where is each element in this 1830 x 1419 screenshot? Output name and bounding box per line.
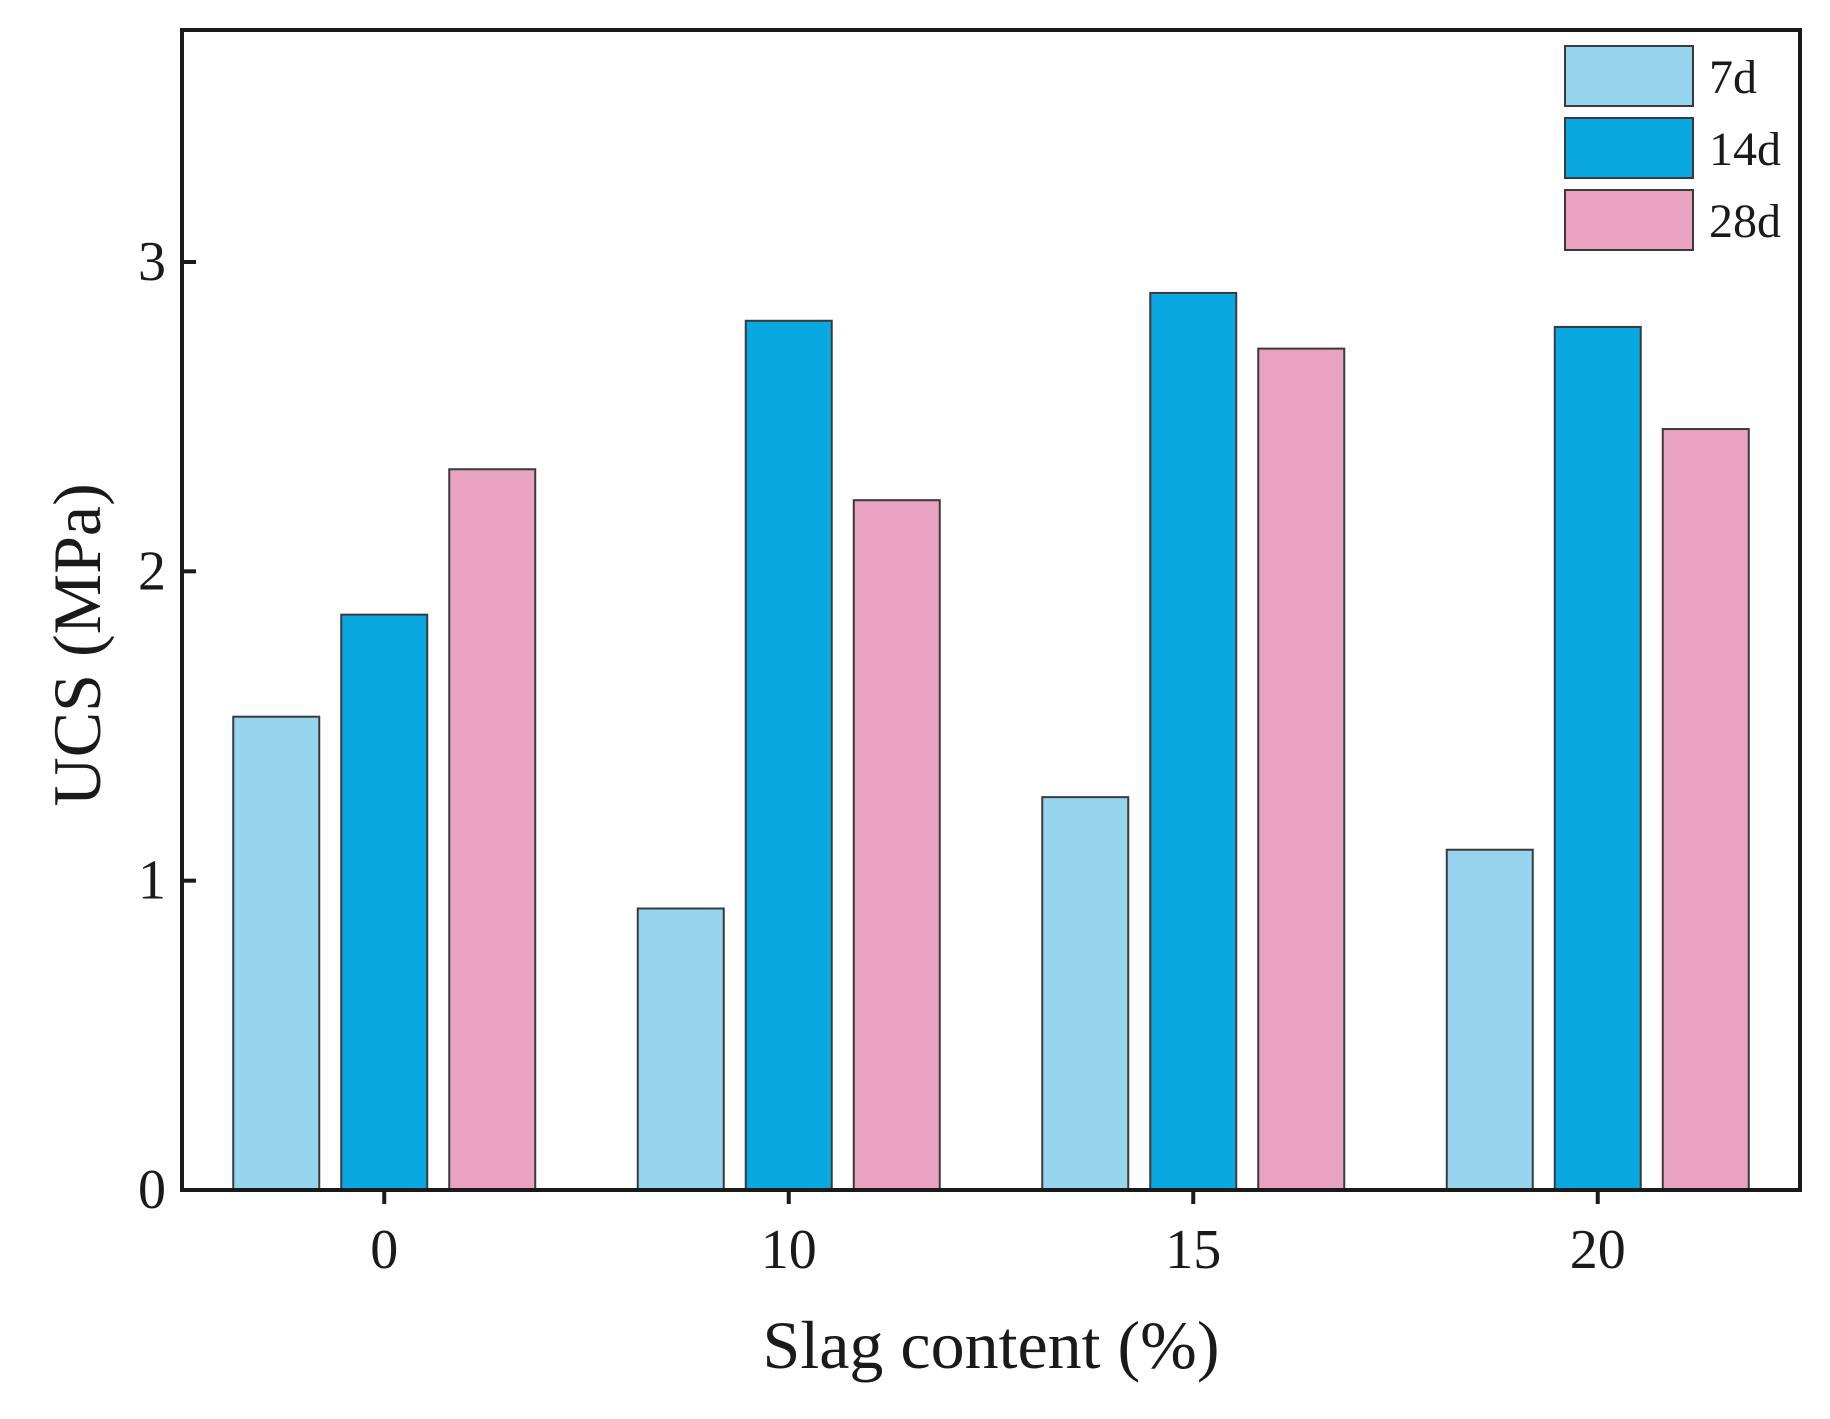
bar-14d-15 <box>1149 291 1238 1191</box>
bar-7d-15 <box>1041 796 1130 1191</box>
legend-label-7d: 7d <box>1709 51 1757 104</box>
x-tick-label: 20 <box>1570 1219 1626 1281</box>
legend-label-14d: 14d <box>1709 123 1781 176</box>
x-axis-title: Slag content (%) <box>763 1307 1220 1383</box>
y-axis-title: UCS (MPa) <box>39 483 115 806</box>
bar-28d-10 <box>852 499 941 1192</box>
plot-frame <box>180 28 1802 1192</box>
bars-layer <box>232 291 1750 1192</box>
x-tick-label: 10 <box>761 1219 817 1281</box>
legend-swatch-14d <box>1564 117 1694 179</box>
bar-7d-0 <box>232 715 321 1191</box>
y-tick-label: 0 <box>138 1159 166 1221</box>
bar-7d-20 <box>1445 848 1534 1191</box>
x-tick-label: 0 <box>370 1219 398 1281</box>
legend-swatch-7d <box>1564 45 1694 107</box>
x-axis-ticks: 0 10 15 20 <box>370 1190 1626 1281</box>
x-tick-label: 15 <box>1165 1219 1221 1281</box>
bar-14d-0 <box>340 613 429 1191</box>
y-axis-ticks: 0 1 2 3 <box>138 231 196 1221</box>
bar-7d-10 <box>636 907 725 1191</box>
y-tick-label: 1 <box>138 850 166 912</box>
y-tick-label: 2 <box>138 540 166 602</box>
bar-14d-10 <box>744 319 833 1192</box>
bar-28d-0 <box>448 468 537 1191</box>
legend: 7d 14d 28d <box>1564 45 1781 251</box>
bar-28d-15 <box>1257 347 1346 1191</box>
legend-label-28d: 28d <box>1709 195 1781 248</box>
legend-swatch-28d <box>1564 189 1694 251</box>
bar-14d-20 <box>1553 325 1642 1191</box>
bar-28d-20 <box>1661 428 1750 1192</box>
y-tick-label: 3 <box>138 231 166 293</box>
